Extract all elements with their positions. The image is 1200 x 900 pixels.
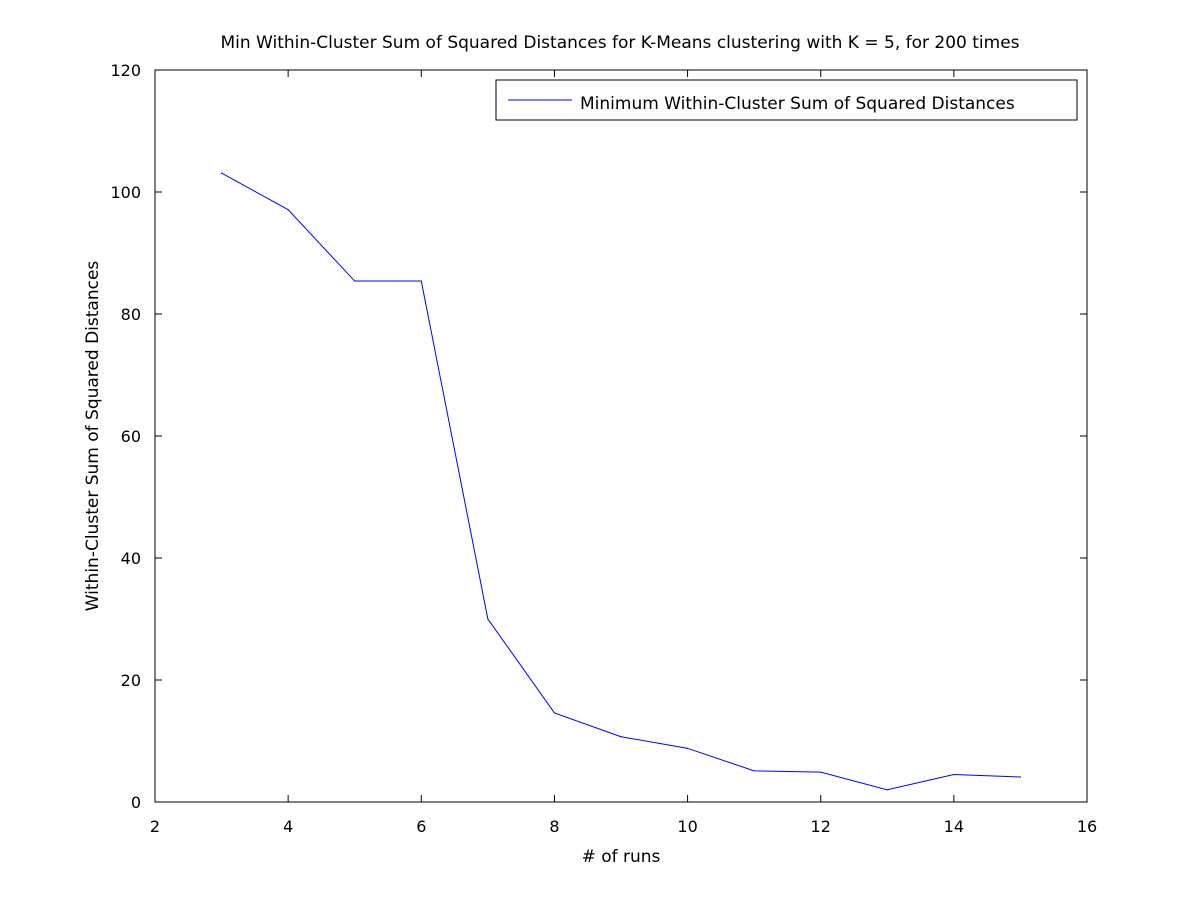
y-tick-label: 40	[121, 549, 141, 568]
y-tick-label: 0	[131, 793, 141, 812]
y-tick-label: 100	[110, 183, 141, 202]
data-point	[1019, 776, 1022, 778]
x-axis-label: # of runs	[582, 847, 661, 867]
data-point	[886, 789, 888, 791]
legend: Minimum Within-Cluster Sum of Squared Di…	[495, 79, 1078, 121]
y-tick-label: 120	[110, 61, 141, 80]
y-tick-label: 80	[121, 305, 141, 324]
data-point	[686, 747, 689, 749]
legend-label: Minimum Within-Cluster Sum of Squared Di…	[580, 94, 1015, 114]
data-point	[487, 618, 489, 620]
x-tick-label: 16	[1077, 817, 1097, 836]
chart-title: Min Within-Cluster Sum of Squared Distan…	[220, 33, 1019, 53]
data-point	[553, 712, 556, 714]
data-point	[420, 280, 422, 282]
series-layer	[220, 172, 1022, 791]
data-point	[753, 770, 755, 772]
data-point	[820, 771, 822, 773]
x-tick-label: 12	[811, 817, 831, 836]
plot-area	[155, 70, 1087, 802]
data-point	[287, 209, 289, 211]
y-tick-label: 20	[121, 671, 141, 690]
axis-tick-labels: 2 4 6 8 10 12 14 16 0 20 40 60 80 100 120	[110, 61, 1097, 836]
plot-frame	[154, 69, 1088, 803]
data-point	[620, 736, 622, 738]
x-tick-label: 4	[283, 817, 293, 836]
legend-box	[495, 79, 1078, 121]
x-tick-label: 6	[416, 817, 426, 836]
data-point	[953, 773, 955, 776]
y-axis-label: Within-Cluster Sum of Squared Distances	[83, 261, 103, 612]
x-tick-label: 14	[944, 817, 964, 836]
data-point	[220, 172, 223, 174]
y-tick-label: 60	[121, 427, 141, 446]
x-tick-label: 10	[677, 817, 697, 836]
x-tick-label: 2	[150, 817, 160, 836]
x-tick-label: 8	[549, 817, 559, 836]
data-point	[354, 280, 356, 282]
